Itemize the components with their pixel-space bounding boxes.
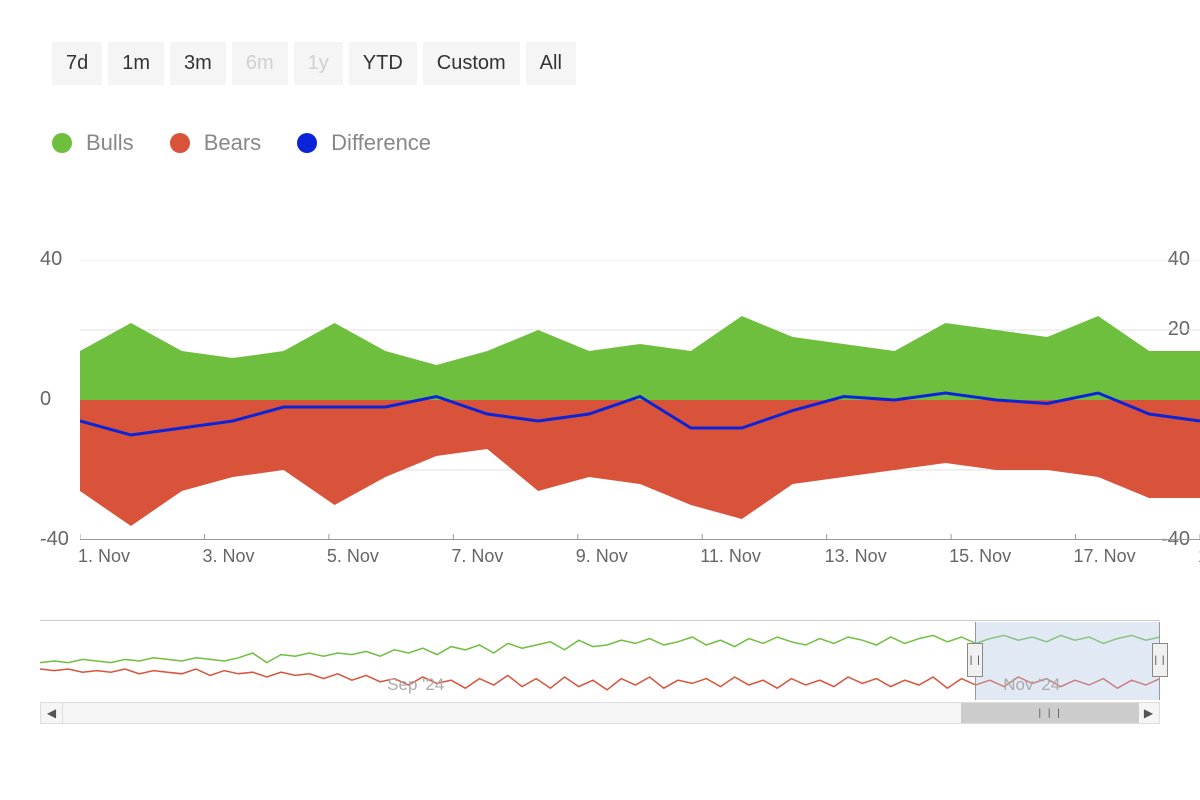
scroll-thumb[interactable]: | | |	[961, 703, 1139, 723]
range-btn-custom[interactable]: Custom	[423, 42, 520, 85]
legend-label: Difference	[331, 130, 431, 156]
x-tick: 13. Nov	[825, 546, 887, 567]
x-tick: 9. Nov	[576, 546, 628, 567]
x-tick: 11. Nov	[700, 546, 761, 567]
difference-color-dot	[297, 133, 317, 153]
navigator-label: Sep '24	[387, 675, 444, 695]
range-btn-ytd[interactable]: YTD	[349, 42, 417, 85]
navigator-handle-right[interactable]: | |	[1152, 643, 1168, 677]
legend-item-bulls[interactable]: Bulls	[52, 130, 134, 156]
range-btn-1m[interactable]: 1m	[108, 42, 164, 85]
range-btn-7d[interactable]: 7d	[52, 42, 102, 85]
range-navigator[interactable]: | | | | Sep '24Nov '24 ◀ | | | ▶	[40, 620, 1160, 720]
main-chart: 400-40 40200-20-40 1. Nov3. Nov5. Nov7. …	[40, 260, 1160, 570]
navigator-handle-left[interactable]: | |	[967, 643, 983, 677]
navigator-scrollbar[interactable]: ◀ | | | ▶	[40, 702, 1160, 724]
chart-svg	[80, 260, 1200, 540]
time-range-button-group: 7d1m3m6m1yYTDCustomAll	[52, 42, 576, 85]
chart-legend: Bulls Bears Difference	[52, 130, 431, 156]
x-tick: 1. Nov	[78, 546, 130, 567]
scroll-right-arrow[interactable]: ▶	[1137, 703, 1159, 723]
legend-item-difference[interactable]: Difference	[297, 130, 431, 156]
range-btn-6m: 6m	[232, 42, 288, 85]
scroll-left-arrow[interactable]: ◀	[41, 703, 63, 723]
range-btn-1y: 1y	[294, 42, 343, 85]
bulls-color-dot	[52, 133, 72, 153]
range-btn-3m[interactable]: 3m	[170, 42, 226, 85]
x-tick: 5. Nov	[327, 546, 379, 567]
y-tick-left: -40	[40, 528, 69, 551]
x-tick: 7. Nov	[451, 546, 503, 567]
x-tick: 15. Nov	[949, 546, 1011, 567]
y-tick-left: 40	[40, 248, 62, 271]
legend-item-bears[interactable]: Bears	[170, 130, 261, 156]
bears-color-dot	[170, 133, 190, 153]
x-tick: 17. Nov	[1074, 546, 1136, 567]
x-tick: 3. Nov	[202, 546, 254, 567]
range-btn-all[interactable]: All	[526, 42, 576, 85]
legend-label: Bulls	[86, 130, 134, 156]
navigator-label: Nov '24	[1003, 675, 1060, 695]
y-tick-left: 0	[40, 388, 51, 411]
legend-label: Bears	[204, 130, 261, 156]
